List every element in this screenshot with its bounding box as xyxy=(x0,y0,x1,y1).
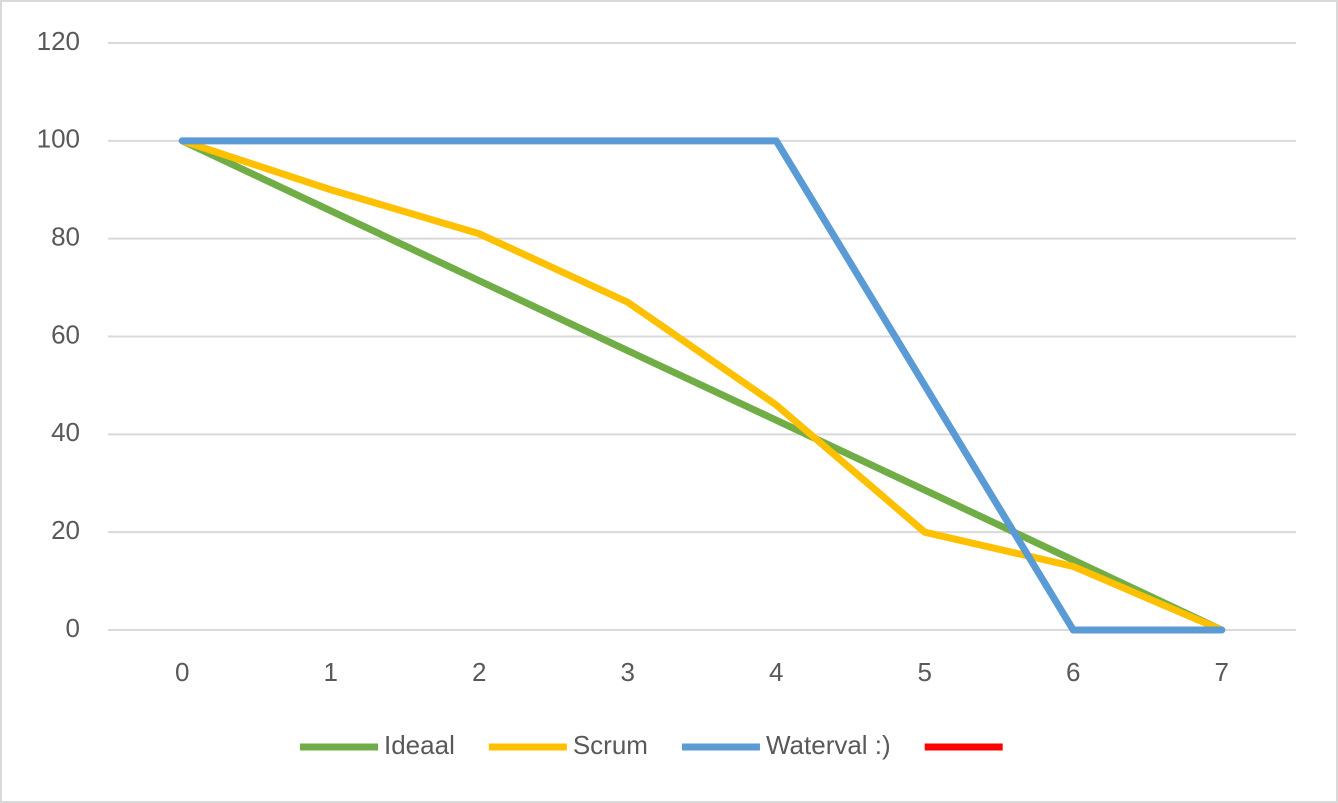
series-line xyxy=(178,137,1226,634)
y-tick-label: 20 xyxy=(51,515,80,545)
y-tick-label: 100 xyxy=(37,124,80,154)
y-tick-label: 0 xyxy=(66,613,80,643)
x-tick-label: 5 xyxy=(918,657,932,687)
x-tick-label: 2 xyxy=(472,657,486,687)
legend-label: Ideaal xyxy=(384,730,455,760)
x-tick-label: 4 xyxy=(769,657,783,687)
y-tick-label: 80 xyxy=(51,222,80,252)
x-tick-label: 7 xyxy=(1215,657,1229,687)
legend-label: Scrum xyxy=(573,730,648,760)
x-tick-label: 6 xyxy=(1066,657,1080,687)
x-tick-label: 1 xyxy=(324,657,338,687)
series-line xyxy=(178,137,1226,634)
x-tick-label: 3 xyxy=(621,657,635,687)
y-tick-label: 40 xyxy=(51,417,80,447)
y-tick-label: 60 xyxy=(51,319,80,349)
x-tick-label: 0 xyxy=(175,657,189,687)
series-line xyxy=(178,137,1226,634)
y-tick-label: 120 xyxy=(37,26,80,56)
legend-label: Waterval :) xyxy=(766,730,891,760)
